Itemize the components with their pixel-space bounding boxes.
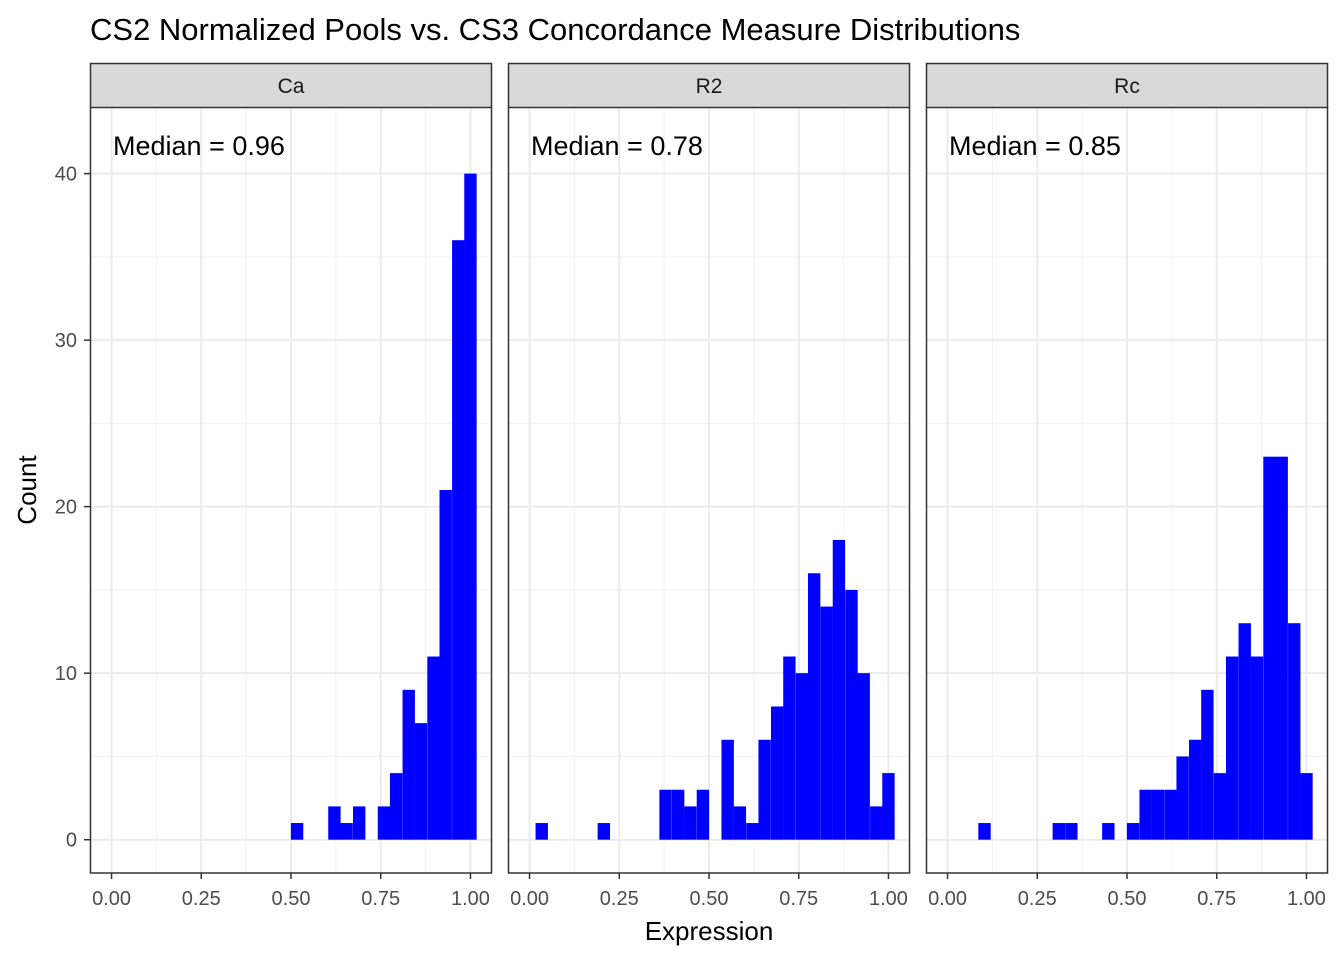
histogram-bar [1263,456,1276,840]
histogram-bar [783,656,796,840]
histogram-bar [832,539,846,840]
y-tick-label: 30 [55,330,77,352]
facet-strip [925,62,1329,109]
histogram-bar [1176,756,1189,840]
facet-panel-ca: Median = 0.96 Ca 0.00 0.25 0.50 0.75 1.00 0 10 20… [55,62,493,910]
histogram-bar [659,789,672,840]
x-tick-label: 0.25 [182,888,221,910]
histogram-bar [882,773,895,840]
facet-panels: Median = 0.96 Ca 0.00 0.25 0.50 0.75 1.00 0 10 20… [55,62,1329,910]
y-tick-label: 0 [66,830,77,852]
y-tick-label: 40 [55,164,77,186]
histogram-bar [414,723,428,840]
x-tick-label: 0.75 [361,888,400,910]
histogram-bar [328,806,341,840]
histogram-bar [1213,773,1227,840]
histogram-bar [1052,823,1065,840]
x-tick-label: 1.00 [1287,888,1326,910]
y-tick-label: 20 [55,497,77,519]
histogram-bar [1139,789,1152,840]
histogram-bar [464,173,477,840]
histogram-bar [746,823,759,840]
x-tick-label: 0.50 [1108,888,1147,910]
histogram-bar [1151,789,1165,840]
histogram-bar [1065,823,1078,840]
histogram-bar [1164,789,1177,840]
histogram-bar [353,806,366,840]
histogram-bar [535,823,548,840]
facet-panel-r2: Median = 0.78 R2 0.00 0.25 0.50 0.75 1.00 [507,62,911,910]
y-axis-title: Count [12,455,42,525]
histogram-bar [1275,456,1288,840]
histogram-bar [733,806,747,840]
x-tick-label: 0.75 [1197,888,1236,910]
facet-panel-rc: Median = 0.85 Rc 0.00 0.25 0.50 0.75 1.00 [925,62,1329,910]
histogram-bar [1288,623,1301,840]
histogram-bar [597,823,611,840]
histogram-bar [978,823,991,840]
y-tick-label: 10 [55,663,77,685]
x-tick-label: 1.00 [869,888,908,910]
x-axis-title: Expression [645,916,774,946]
histogram-bar [290,823,304,840]
histogram-bar [671,789,685,840]
histogram-bar [1189,739,1202,840]
histogram-bar [402,689,415,840]
histogram-bar [427,656,440,840]
x-tick-label: 0.25 [600,888,639,910]
histogram-bar [696,789,710,840]
facet-strip-label: R2 [696,75,723,98]
histogram-bar [721,739,734,840]
x-tick-label: 0.25 [1018,888,1057,910]
facet-strip [507,62,911,109]
histogram-bar [795,673,809,840]
histogram-bar [452,240,465,840]
x-tick-label: 0.50 [272,888,311,910]
histogram-bar [377,806,391,840]
histogram-bar [340,823,353,840]
x-tick-label: 0.50 [690,888,729,910]
histogram-bar [1250,656,1264,840]
histogram-bar [807,573,821,840]
histogram-bar [439,490,452,840]
x-tick-label: 0.00 [928,888,967,910]
histogram-bar [684,806,697,840]
histogram-bar [1225,656,1239,840]
x-tick-label: 1.00 [451,888,490,910]
x-tick-label: 0.00 [92,888,131,910]
histogram-bar [1238,623,1251,840]
histogram-bar [771,706,784,840]
chart-title: CS2 Normalized Pools vs. CS3 Concordance… [90,12,1020,47]
histogram-bar [870,806,883,840]
x-tick-label: 0.00 [510,888,549,910]
histogram-bar [820,606,833,840]
median-label: Median = 0.85 [949,131,1121,161]
facet-strip [89,62,493,109]
histogram-bar [1102,823,1115,840]
median-label: Median = 0.96 [113,131,285,161]
histogram-bar [1300,773,1313,840]
histogram-bar [845,589,858,840]
facet-strip-label: Ca [278,75,305,98]
histogram-bar [857,673,870,840]
median-label: Median = 0.78 [531,131,703,161]
histogram-bar [389,773,403,840]
histogram-bar [758,739,771,840]
facet-strip-label: Rc [1114,75,1140,98]
histogram-bar [1126,823,1140,840]
x-tick-label: 0.75 [779,888,818,910]
histogram-bar [1201,689,1214,840]
